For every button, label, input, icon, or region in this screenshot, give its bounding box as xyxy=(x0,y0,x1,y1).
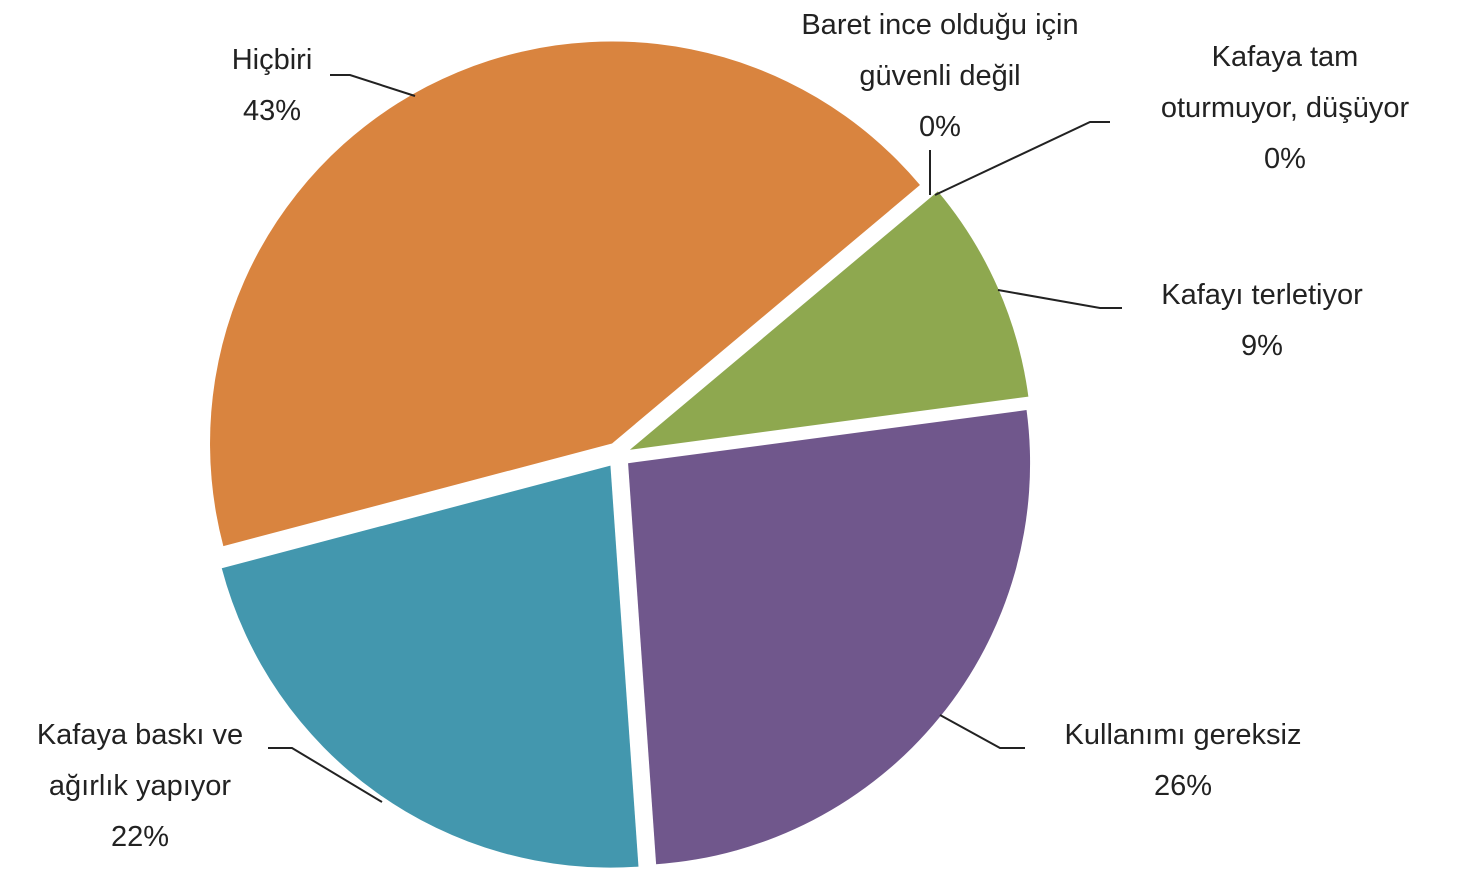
leader-line xyxy=(268,747,383,803)
data-label: Kafayı terletiyor 9% xyxy=(1161,270,1362,372)
data-label: Kullanımı gereksiz 26% xyxy=(1065,710,1302,812)
category-label: Kullanımı gereksiz xyxy=(1064,719,1302,751)
value-label: 22% xyxy=(110,821,170,853)
value-label: 43% xyxy=(242,95,302,127)
value-label: 26% xyxy=(1153,770,1213,802)
pie-slice xyxy=(627,188,936,447)
value-label: 9% xyxy=(1241,330,1283,362)
category-label: Hiçbiri xyxy=(231,44,313,76)
data-label: Baret ince olduğu için güvenli değil 0% xyxy=(800,0,1080,153)
data-label: Kafaya tam oturmuyor, düşüyor 0% xyxy=(1140,32,1430,185)
data-label: Kafaya baskı ve ağırlık yapıyor 22% xyxy=(10,710,270,863)
pie-slice xyxy=(629,191,1029,450)
category-label: Kafaya baskı ve ağırlık yapıyor xyxy=(36,719,244,802)
pie-slice xyxy=(221,465,639,868)
leader-line xyxy=(330,74,416,97)
value-label: 0% xyxy=(1264,143,1306,175)
category-label: Kafayı terletiyor xyxy=(1161,279,1363,311)
data-label: Hiçbiri 43% xyxy=(232,35,313,137)
leader-line xyxy=(939,714,1025,749)
value-label: 0% xyxy=(919,111,961,143)
category-label: Kafaya tam oturmuyor, düşüyor xyxy=(1160,41,1410,124)
category-label: Baret ince olduğu için güvenli değil xyxy=(801,9,1079,92)
leader-line xyxy=(934,121,1110,196)
pie-slice xyxy=(210,41,920,547)
leaders xyxy=(268,74,1122,803)
pie-slice xyxy=(628,410,1031,865)
leader-line xyxy=(997,289,1122,309)
